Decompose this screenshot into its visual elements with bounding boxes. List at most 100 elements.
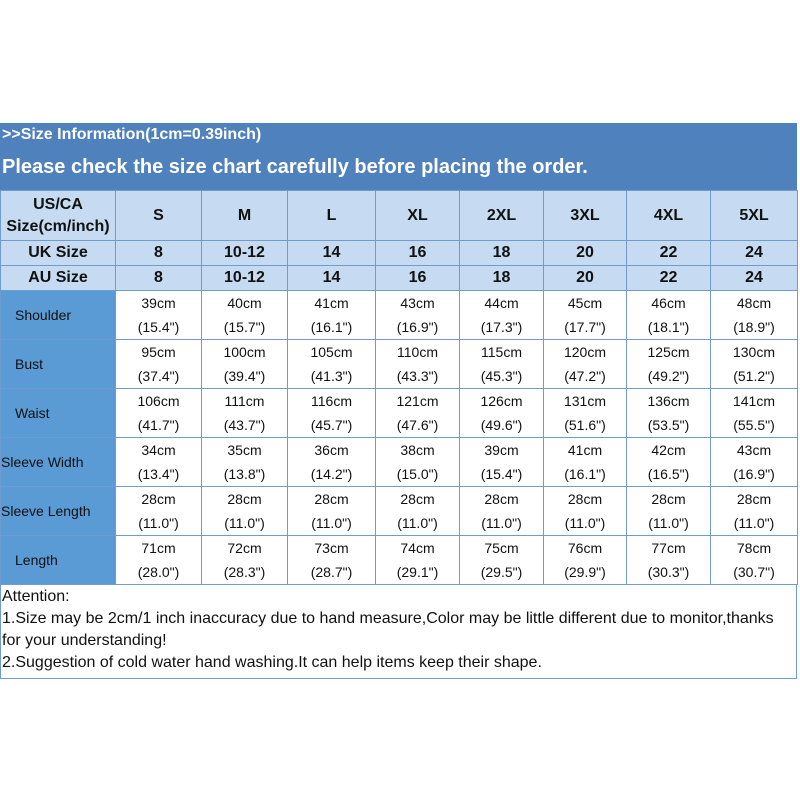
measurement-cell: 74cm (29.1") [375,535,460,585]
inch-value: (29.1") [396,564,439,580]
au-size-value: 8 [115,265,202,291]
cm-value: 35cm [227,442,262,458]
uk-size: 8 [154,244,163,261]
notes-title: Attention: [2,588,70,605]
us-size-label: US/CA Size(cm/inch) [0,190,116,241]
cm-value: 41cm [314,295,349,311]
measurement-cell: 105cm (41.3") [287,339,376,389]
inch-value: (43.7") [223,417,266,433]
cm-value: 110cm [397,344,438,360]
uk-size-value: 22 [626,240,711,266]
size-name: 2XL [486,206,517,224]
measurement-cell: 125cm (49.2") [626,339,711,389]
inch-value: (16.1") [564,466,606,482]
size-header: XL [375,190,460,241]
cm-value: 43cm [736,442,772,458]
measurement-cell: 39cm (15.4") [459,437,544,487]
cm-value: 100cm [223,344,266,360]
measurement-cell: 126cm (49.6") [459,388,544,438]
inch-value: (37.4") [137,368,180,384]
note-1: 1.Size may be 2cm/1 inch inaccuracy due … [2,610,774,649]
au-size-value: 10-12 [201,265,288,291]
cm-value: 131cm [563,393,607,409]
au-size: 22 [659,269,678,286]
table-row: Sleeve Length 28cm (11.0") 28cm (11.0") 28cm (… [0,486,798,536]
cm-value: 105cm [310,344,353,360]
inch-value: (45.7") [310,417,353,433]
cm-value: 48cm [736,295,772,311]
inch-value: (11.0") [733,515,775,531]
cm-value: 43cm [400,295,435,311]
cm-value: 136cm [647,393,690,409]
size-header: 2XL [459,190,544,241]
cm-value: 38cm [400,442,435,458]
cm-value: 28cm [736,491,772,507]
measurement-cell: 48cm (18.9") [710,290,798,340]
inch-value: (45.3") [480,368,523,384]
inch-value: (16.5") [647,466,690,482]
inch-value: (13.4") [137,466,180,482]
cm-value: 46cm [651,295,686,311]
au-size: 24 [745,269,763,286]
cm-value: 125cm [647,344,690,360]
inch-value: (49.2") [647,368,690,384]
au-label: AU Size [28,269,88,286]
inch-value: (11.0") [224,515,265,531]
table-row: Length 71cm (28.0") 72cm (28.3") 73cm (28.7") 7… [0,535,798,585]
measurement-cell: 46cm (18.1") [626,290,711,340]
measurement-cell: 36cm (14.2") [287,437,376,487]
measurement-cell: 131cm (51.6") [543,388,627,438]
size-header: 3XL [543,190,627,241]
uk-size: 18 [492,244,511,261]
au-size-value: 24 [710,265,798,291]
measurement-label: Bust [0,339,116,389]
inch-value: (11.0") [481,515,522,531]
au-size-value: 20 [543,265,627,291]
row-label: Length [15,552,58,568]
au-size: 14 [322,269,341,286]
cm-value: 34cm [141,442,176,458]
measurement-cell: 110cm (43.3") [375,339,460,389]
inch-value: (15.7") [223,319,266,335]
cm-value: 73cm [314,540,349,556]
au-size: 18 [492,269,511,286]
cm-value: 130cm [732,344,776,360]
cm-value: 126cm [480,393,523,409]
cm-value: 28cm [567,491,603,507]
size-name: 5XL [739,206,769,224]
cm-value: 75cm [484,540,519,556]
cm-value: 28cm [314,491,349,507]
size-table: US/CA Size(cm/inch) S M L XL 2XL 3XL 4XL 5XL UK Si… [0,190,798,585]
uk-size-value: 8 [115,240,202,266]
measurement-cell: 141cm (55.5") [710,388,798,438]
measurement-cell: 75cm (29.5") [459,535,544,585]
measurement-cell: 28cm (11.0") [287,486,376,536]
measurement-cell: 95cm (37.4") [115,339,202,389]
inch-value: (15.0") [396,466,439,482]
inch-value: (30.3") [647,564,690,580]
cm-value: 111cm [224,393,265,409]
au-size-value: 22 [626,265,711,291]
inch-value: (16.1") [310,319,353,335]
note-2: 2.Suggestion of cold water hand washing.… [2,654,542,671]
row-label: Shoulder [15,307,72,323]
cm-value: 28cm [484,491,519,507]
measurement-cell: 71cm (28.0") [115,535,202,585]
us-label-unit: Size(cm/inch) [6,217,110,235]
size-chart: >>Size Information(1cm=0.39inch) Please … [0,123,798,679]
uk-size: 16 [408,244,427,261]
inch-value: (53.5") [647,417,690,433]
inch-value: (11.0") [311,515,352,531]
cm-value: 74cm [400,540,435,556]
cm-value: 28cm [400,491,435,507]
inch-value: (51.2") [733,368,775,384]
measurement-cell: 76cm (29.9") [543,535,627,585]
cm-value: 116cm [311,393,352,409]
inch-value: (41.3") [310,368,353,384]
uk-size-value: 14 [287,240,376,266]
measurement-cell: 28cm (11.0") [375,486,460,536]
inch-value: (41.7") [137,417,180,433]
size-name: 3XL [570,206,600,224]
cm-value: 77cm [651,540,686,556]
measurement-cell: 41cm (16.1") [287,290,376,340]
